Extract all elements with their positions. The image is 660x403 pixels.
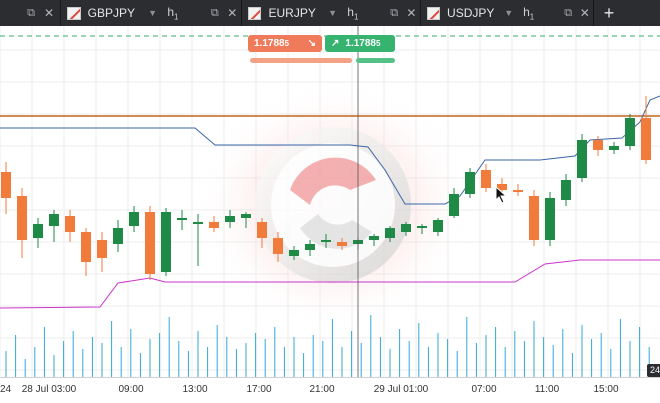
buy-volume-bar [356,58,395,63]
chevron-down-icon[interactable]: ▼ [328,8,338,18]
close-tab-icon[interactable]: ✕ [43,6,55,20]
time-axis-label: 11:00 [534,384,560,395]
watermark-logo [195,80,475,330]
candle-body [17,196,27,240]
add-tab-button[interactable]: + [603,3,615,23]
buy-price: 1.17885 [345,38,381,49]
candle-body [1,172,11,198]
candle-body [257,222,267,238]
mouse-cursor-icon [495,186,508,204]
chevron-down-icon[interactable]: ▼ [504,8,514,18]
sell-button[interactable]: 1.17885 ↘ [248,35,322,52]
candle-body [209,222,219,228]
volume-bars [5,315,650,377]
candle-body [241,214,251,218]
candle-body [465,172,475,194]
tab-usdjpy[interactable]: USDJPY ▼ h1 ⧉ ✕ [421,0,594,26]
pair-flag-icon [67,6,81,20]
tab-timeframe[interactable]: h1 [167,4,179,22]
tab-bar: ⧉ ✕ GBPJPY ▼ h1 ⧉ ✕ EURJPY ▼ h1 ⧉ ✕ USDJ… [0,0,660,26]
tab-gbpjpy[interactable]: GBPJPY ▼ h1 ⧉ ✕ [61,0,242,26]
tab-symbol: GBPJPY [87,6,135,20]
candle-body [433,220,443,232]
tab-symbol: USDJPY [447,6,495,20]
candle-body [193,222,203,224]
time-axis-label: 17:00 [246,384,272,395]
buy-button[interactable]: ↗ 1.17885 [325,35,395,52]
candle-body [65,216,75,232]
candle-body [401,224,411,232]
close-tab-icon[interactable]: ✕ [579,6,590,20]
candle-body [513,190,523,192]
candle-body [593,140,603,150]
time-axis-label: 28 Jul 03:00 [21,384,77,395]
external-link-icon[interactable]: ⧉ [210,6,219,19]
candle-body [321,240,331,242]
time-axis-label: 13:00 [182,384,208,395]
candle-body [497,184,507,190]
candle-body [545,198,555,240]
chart-level-lines [0,35,660,117]
price-chart[interactable] [0,26,660,377]
sell-price: 1.17885 [254,38,290,49]
external-link-icon[interactable]: ⧉ [390,6,399,19]
price-tag-right: 24 [647,364,660,377]
candle-body [417,226,427,228]
candle-body [337,242,347,246]
close-tab-icon[interactable]: ✕ [406,6,417,20]
candle-body [177,218,187,220]
candle-body [145,212,155,274]
time-axis-label: 15:00 [593,384,619,395]
tab-symbol: EURJPY [268,6,316,20]
indicator-line-magenta [0,259,660,309]
candle-body [641,118,651,160]
candle-body [305,244,315,250]
pair-flag-icon [248,6,262,20]
sell-volume-bar [250,58,352,63]
candle-body [49,214,59,226]
time-axis-label: 09:00 [118,384,144,395]
candle-body [113,228,123,244]
tab-timeframe[interactable]: h1 [347,4,359,22]
time-axis-label: 24 [0,384,12,395]
candle-body [289,250,299,256]
candle-body [561,180,571,200]
candle-body [161,212,171,272]
candle-body [129,212,139,226]
buy-arrow-icon: ↗ [331,38,340,49]
chevron-down-icon[interactable]: ▼ [148,8,157,18]
external-link-icon[interactable]: ⧉ [564,6,573,19]
candle-body [481,170,491,188]
candle-body [609,146,619,150]
candle-body [273,238,283,254]
candle-body [97,240,107,258]
candle-body [225,216,235,222]
candle-body [449,194,459,216]
time-axis-label: 07:00 [471,384,497,395]
candle-body [81,232,91,262]
pair-flag-icon [427,6,441,20]
candle-body [625,118,635,146]
time-axis-label: 29 Jul 01:00 [373,384,429,395]
candle-body [33,224,43,238]
time-axis-label: 21:00 [309,384,335,395]
candle-body [369,236,379,240]
external-link-icon[interactable]: ⧉ [27,6,35,19]
time-axis: 24 28 Jul 03:00 09:00 13:00 17:00 21:00 … [0,377,660,403]
candle-body [385,228,395,238]
tab-timeframe[interactable]: h1 [523,4,535,22]
tab-eurjpy[interactable]: EURJPY ▼ h1 ⧉ ✕ [242,0,421,26]
close-tab-icon[interactable]: ✕ [227,6,238,20]
candle-body [529,196,539,240]
sell-arrow-icon: ↘ [307,38,316,49]
tab-partial[interactable]: ⧉ ✕ [0,0,61,26]
candle-body [577,140,587,178]
